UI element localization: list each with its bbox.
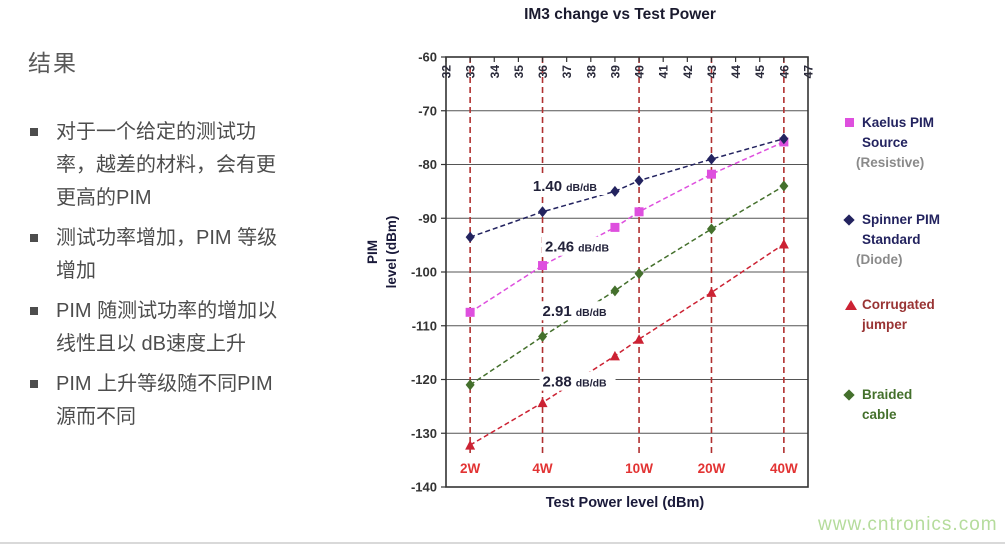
legend-label: Braided cable [862, 387, 913, 422]
diamond-marker-icon [843, 214, 855, 226]
bullet-text: 测试功率增加，PIM 等级 增加 [56, 227, 278, 282]
svg-text:45: 45 [753, 65, 767, 79]
square-marker-icon [845, 118, 854, 127]
legend-label: Corrugated jumper [862, 297, 935, 332]
svg-text:37: 37 [560, 65, 574, 79]
svg-text:42: 42 [681, 65, 695, 79]
svg-text:46: 46 [777, 65, 791, 79]
svg-text:-110: -110 [412, 318, 437, 333]
plot-frame [441, 56, 809, 488]
svg-text:41: 41 [657, 65, 671, 79]
slope-annotation: 2.46 dB/dB [541, 236, 618, 256]
legend-entry: Kaelus PIM Source (Resistive) [845, 113, 934, 173]
legend-entry: Spinner PIM Standard (Diode) [843, 210, 941, 270]
svg-text:40W: 40W [770, 461, 798, 476]
svg-text:32: 32 [440, 65, 454, 79]
y-tick-labels: -60 -70 -80 -90 -100 -110 -120 -130 -140 [411, 50, 437, 495]
svg-text:47: 47 [802, 65, 816, 79]
slope-annotation: 1.40 dB/dB [529, 176, 606, 195]
bullet-square-icon [30, 234, 38, 242]
results-bullet-list: 对于一个给定的测试功 率，越差的材料，会有更 更高的PIM 测试功率增加，PIM … [28, 116, 378, 434]
svg-text:-100: -100 [411, 265, 437, 280]
svg-text:35: 35 [512, 65, 526, 79]
svg-text:-140: -140 [411, 480, 437, 495]
y-axis-title: PIM level (dBm) [365, 215, 399, 289]
bullet-text: PIM 上升等级随不同PIM 源而不同 [56, 373, 273, 428]
triangle-marker-icon [845, 300, 857, 310]
legend-entry: Corrugated jumper [845, 295, 935, 335]
series-corrugated-jumper [465, 239, 789, 450]
svg-text:4W: 4W [532, 461, 553, 476]
bullet-item: PIM 上升等级随不同PIM 源而不同 [28, 368, 378, 434]
chart-legend: Kaelus PIM Source (Resistive) Spinner PIM … [843, 105, 1005, 445]
slope-annotation: 2.91 dB/dB [539, 301, 616, 321]
legend-label: Kaelus PIM Source [862, 115, 935, 150]
svg-text:20W: 20W [698, 461, 726, 476]
svg-text:39: 39 [608, 65, 622, 79]
bullet-text: PIM 随测试功率的增加以 线性且以 dB速度上升 [56, 300, 278, 355]
chart-title: IM3 change vs Test Power [524, 6, 716, 23]
svg-text:33: 33 [464, 65, 478, 79]
bullet-square-icon [30, 380, 38, 388]
watermark-text: www.cntronics.com [818, 514, 998, 535]
bullet-item: PIM 随测试功率的增加以 线性且以 dB速度上升 [28, 295, 378, 361]
legend-sublabel: (Resistive) [856, 155, 925, 170]
x-tick-labels: 32 33 34 35 36 37 38 39 40 41 42 43 44 45 46 47 [440, 65, 816, 79]
legend-entry: Braided cable [843, 385, 913, 425]
series-braided-cable [465, 180, 789, 391]
results-panel: 结果 对于一个给定的测试功 率，越差的材料，会有更 更高的PIM 测试功率增加，P… [28, 44, 378, 441]
results-title: 结果 [28, 50, 78, 76]
svg-text:36: 36 [536, 65, 550, 79]
legend-sublabel: (Diode) [856, 252, 903, 267]
svg-text:-120: -120 [411, 372, 437, 387]
svg-text:34: 34 [488, 65, 502, 79]
bullet-item: 测试功率增加，PIM 等级 增加 [28, 222, 378, 288]
svg-text:-90: -90 [418, 211, 437, 226]
slope-annotation: 2.88 dB/dB [539, 371, 616, 391]
slide-bottom-edge [0, 542, 1005, 544]
series-spinner-pim-standard-diode- [465, 133, 789, 243]
bullet-square-icon [30, 307, 38, 315]
svg-text:43: 43 [705, 65, 719, 79]
gridlines [446, 110, 808, 434]
svg-text:2W: 2W [460, 461, 481, 476]
power-dashed-lines [469, 57, 785, 457]
svg-text:44: 44 [729, 65, 743, 79]
diamond-marker-icon [843, 389, 855, 401]
bullet-square-icon [30, 128, 38, 136]
svg-text:-130: -130 [411, 426, 437, 441]
svg-text:10W: 10W [625, 461, 653, 476]
watt-labels: 2W 4W 10W 20W 40W [460, 461, 798, 476]
svg-text:40: 40 [633, 65, 647, 79]
bullet-item: 对于一个给定的测试功 率，越差的材料，会有更 更高的PIM [28, 116, 378, 215]
x-axis-title: Test Power level (dBm) [545, 495, 705, 511]
svg-text:-60: -60 [418, 50, 437, 65]
svg-text:38: 38 [584, 65, 598, 79]
svg-text:-80: -80 [418, 157, 437, 172]
legend-label: Spinner PIM Standard [862, 212, 941, 247]
bullet-text: 对于一个给定的测试功 率，越差的材料，会有更 更高的PIM [56, 121, 276, 209]
svg-text:-70: -70 [418, 103, 437, 118]
